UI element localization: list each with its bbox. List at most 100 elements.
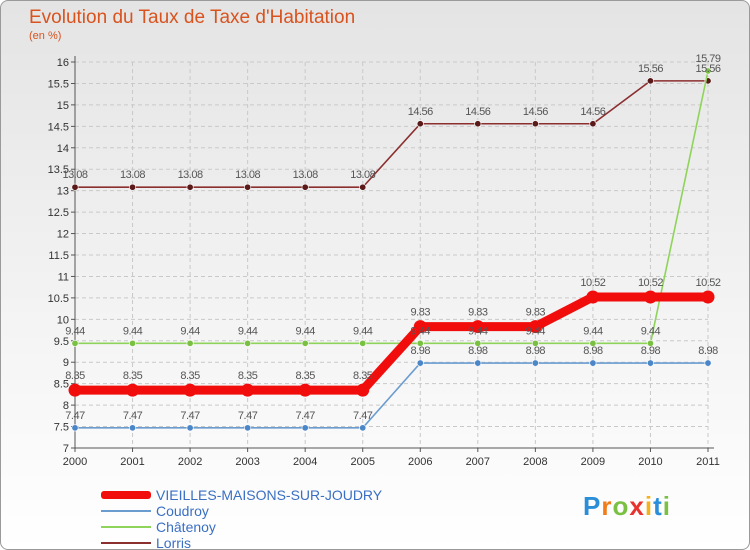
series-line: [74, 70, 709, 345]
data-point: [301, 183, 309, 191]
data-point: [528, 320, 542, 334]
chart-title: Evolution du Taux de Taxe d'Habitation: [29, 7, 356, 28]
x-tick-label: 2003: [235, 456, 259, 468]
data-point: [71, 183, 79, 191]
y-tick-label: 13.5: [48, 164, 69, 176]
data-point: [413, 320, 427, 334]
data-point: [129, 339, 137, 347]
data-point: [589, 359, 597, 367]
x-tick-label: 2001: [120, 456, 144, 468]
data-label: 8.35: [295, 370, 315, 382]
y-tick-label: 10.5: [48, 293, 69, 305]
y-tick-label: 12: [57, 229, 69, 241]
data-point: [183, 383, 197, 397]
data-point: [129, 424, 137, 432]
data-point: [474, 359, 482, 367]
data-label: 8.98: [468, 345, 488, 357]
legend-item-coudroy[interactable]: Coudroy: [101, 503, 421, 519]
data-point: [704, 359, 712, 367]
data-label: 9.44: [641, 325, 661, 337]
y-tick-label: 11.5: [48, 250, 69, 262]
y-tick-label: 15: [57, 100, 69, 112]
data-point: [241, 383, 255, 397]
data-point: [531, 120, 539, 128]
legend-label: Châtenoy: [156, 519, 216, 535]
data-label: 8.35: [123, 370, 143, 382]
data-label: 9.83: [526, 307, 546, 319]
data-point: [129, 183, 137, 191]
logo-letter: x: [629, 491, 645, 521]
series-line: [74, 80, 709, 189]
data-label: 14.56: [408, 106, 433, 118]
x-tick-label: 2011: [696, 456, 720, 468]
data-label: 9.44: [123, 325, 143, 337]
data-label: 8.35: [353, 370, 373, 382]
data-label: 13.08: [178, 169, 203, 181]
data-label: 7.47: [180, 410, 200, 422]
data-label: 8.35: [238, 370, 258, 382]
data-label: 13.08: [62, 169, 87, 181]
data-label: 9.83: [411, 307, 431, 319]
data-label: 7.47: [238, 410, 258, 422]
data-label: 9.44: [180, 325, 200, 337]
data-label: 15.56: [695, 63, 720, 75]
logo-letter: o: [612, 491, 630, 521]
logo-letter: t: [653, 491, 663, 521]
data-label: 13.08: [235, 169, 260, 181]
data-label: 9.83: [468, 307, 488, 319]
data-label: 10.52: [695, 277, 720, 289]
data-label: 9.44: [583, 325, 603, 337]
y-tick-label: 16: [57, 57, 69, 69]
data-label: 13.08: [293, 169, 318, 181]
y-tick-label: 9: [63, 357, 69, 369]
data-label: 8.98: [583, 345, 603, 357]
legend-item-lorris[interactable]: Lorris: [101, 535, 421, 550]
data-label: 10.52: [638, 277, 663, 289]
unit-label: (en %): [29, 30, 62, 42]
data-point: [359, 339, 367, 347]
legend-swatch: [101, 542, 151, 544]
legend-item-vieilles-maisons[interactable]: VIEILLES-MAISONS-SUR-JOUDRY: [101, 487, 421, 503]
legend-swatch: [101, 491, 151, 499]
data-label: 9.44: [526, 325, 546, 337]
data-point: [586, 290, 600, 304]
data-point: [701, 290, 715, 304]
data-point: [71, 339, 79, 347]
data-label: 14.56: [465, 106, 490, 118]
legend-item-chatenoy[interactable]: Châtenoy: [101, 519, 421, 535]
legend-label: Lorris: [156, 535, 192, 550]
series-lines: [68, 67, 715, 432]
data-label: 15.56: [638, 63, 663, 75]
data-point: [531, 359, 539, 367]
data-point: [356, 383, 370, 397]
data-point: [301, 424, 309, 432]
data-label: 13.08: [350, 169, 375, 181]
legend-label: VIEILLES-MAISONS-SUR-JOUDRY: [156, 487, 383, 503]
data-point: [416, 339, 424, 347]
data-label: 7.47: [123, 410, 143, 422]
data-point: [589, 339, 597, 347]
data-point: [646, 339, 654, 347]
data-point: [301, 339, 309, 347]
data-point: [186, 339, 194, 347]
proxiti-logo: Proxiti: [583, 491, 671, 522]
data-point: [359, 183, 367, 191]
data-label: 9.44: [468, 325, 488, 337]
y-tick-label: 8: [63, 400, 69, 412]
data-point: [244, 424, 252, 432]
data-point: [298, 383, 312, 397]
data-label: 7.47: [353, 410, 373, 422]
x-tick-label: 2009: [581, 456, 605, 468]
data-label: 9.44: [353, 325, 373, 337]
axes: [71, 56, 714, 452]
x-tick-label: 2010: [638, 456, 662, 468]
data-point: [474, 120, 482, 128]
data-point: [244, 339, 252, 347]
data-point: [68, 383, 82, 397]
y-tick-label: 7: [63, 443, 69, 455]
x-tick-label: 2005: [350, 456, 374, 468]
data-label: 8.35: [180, 370, 200, 382]
y-tick-label: 15.5: [48, 78, 69, 90]
data-label: 8.98: [698, 345, 718, 357]
x-axis-ticks: 2000 2001 2002 2003 2004 2005 2006 2007 2008 2009…: [63, 456, 720, 468]
